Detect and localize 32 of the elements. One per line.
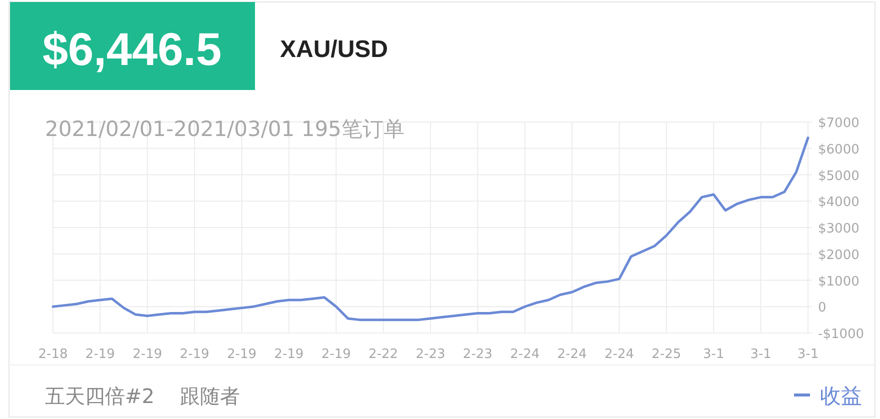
chart-title: $6,446.5 bbox=[42, 23, 222, 75]
y-tick-label: $3000 bbox=[818, 222, 860, 236]
x-tick-label: 2-24 bbox=[510, 347, 540, 362]
chart-subtitle: XAU/USD bbox=[280, 36, 388, 63]
x-tick-label: 2-24 bbox=[557, 347, 587, 362]
x-tick-label: 3-1 bbox=[703, 347, 724, 362]
text: 跟随者 bbox=[180, 384, 240, 408]
y-tick-label: $7000 bbox=[818, 116, 860, 131]
x-tick-label: 2-23 bbox=[416, 347, 446, 362]
y-tick-label: $2000 bbox=[818, 248, 860, 263]
x-tick-label: 2-24 bbox=[604, 347, 634, 362]
x-tick-label: 2-19 bbox=[321, 347, 351, 362]
x-tick-label: 2-23 bbox=[462, 347, 492, 362]
x-tick-label: 3-1 bbox=[797, 347, 819, 362]
y-tick-label: $1000 bbox=[818, 274, 860, 290]
y-tick-label: $5000 bbox=[818, 168, 860, 184]
x-tick-label: 2-22 bbox=[368, 347, 398, 362]
y-tick-label: -$1000 bbox=[818, 327, 864, 342]
x-tick-label: 2-18 bbox=[38, 347, 68, 362]
x-tick-label: 3-1 bbox=[750, 347, 772, 362]
x-tick-label: 2-19 bbox=[180, 347, 210, 362]
y-tick-label: 0 bbox=[818, 300, 826, 316]
y-tick-label: $4000 bbox=[818, 195, 860, 210]
annotation: 2021/02/01-2021/03/01 195笔订单 bbox=[45, 117, 404, 141]
text: 五天四倍#2 bbox=[45, 384, 154, 408]
legend-label: 收益 bbox=[820, 384, 862, 408]
x-tick-label: 2-19 bbox=[132, 347, 162, 362]
y-tick-label: $6000 bbox=[818, 142, 860, 158]
x-tick-label: 2-19 bbox=[226, 347, 257, 362]
x-tick-label: 2-25 bbox=[652, 347, 682, 362]
x-tick-label: 2-19 bbox=[85, 347, 115, 362]
x-tick-label: 2-19 bbox=[274, 347, 304, 362]
